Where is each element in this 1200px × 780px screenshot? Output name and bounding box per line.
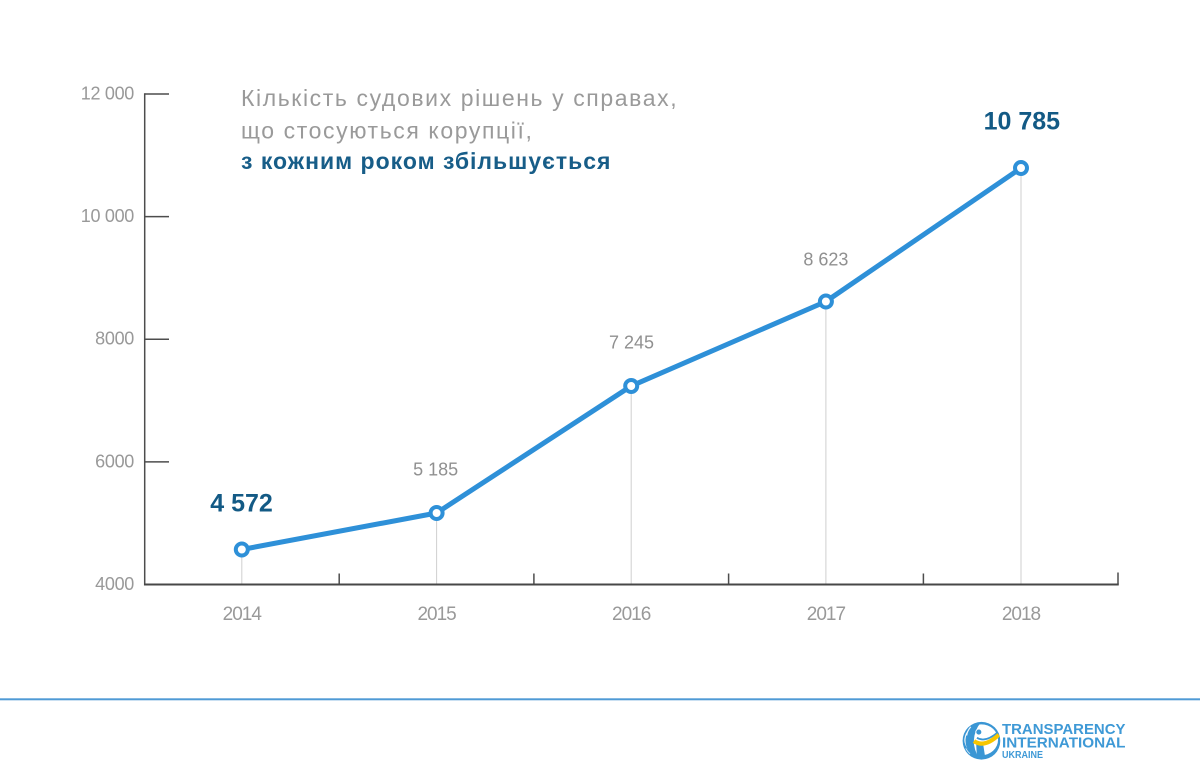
svg-text:2015: 2015 — [417, 604, 456, 625]
svg-text:INTERNATIONAL: INTERNATIONAL — [1002, 735, 1126, 752]
svg-text:10 785: 10 785 — [984, 107, 1061, 135]
svg-text:4000: 4000 — [95, 574, 134, 594]
svg-text:TRANSPARENCY: TRANSPARENCY — [1002, 721, 1126, 738]
svg-text:5 185: 5 185 — [413, 459, 458, 479]
svg-text:2014: 2014 — [223, 604, 263, 625]
svg-text:Кількість судових рішень у спр: Кількість судових рішень у справах, — [241, 85, 678, 111]
svg-text:12 000: 12 000 — [81, 84, 135, 104]
svg-text:з кожним роком збільшується: з кожним роком збільшується — [241, 148, 611, 174]
svg-text:6000: 6000 — [95, 451, 134, 471]
svg-text:2017: 2017 — [807, 604, 846, 625]
svg-text:8 623: 8 623 — [803, 249, 848, 269]
svg-text:2018: 2018 — [1002, 604, 1041, 625]
svg-text:що стосуються корупції,: що стосуються корупції, — [241, 117, 533, 143]
svg-text:8000: 8000 — [95, 329, 134, 349]
svg-text:7 245: 7 245 — [609, 333, 654, 353]
svg-text:2016: 2016 — [612, 604, 651, 625]
svg-text:10 000: 10 000 — [81, 206, 135, 226]
svg-text:4 572: 4 572 — [210, 490, 273, 518]
svg-text:UKRAINE: UKRAINE — [1002, 750, 1043, 761]
